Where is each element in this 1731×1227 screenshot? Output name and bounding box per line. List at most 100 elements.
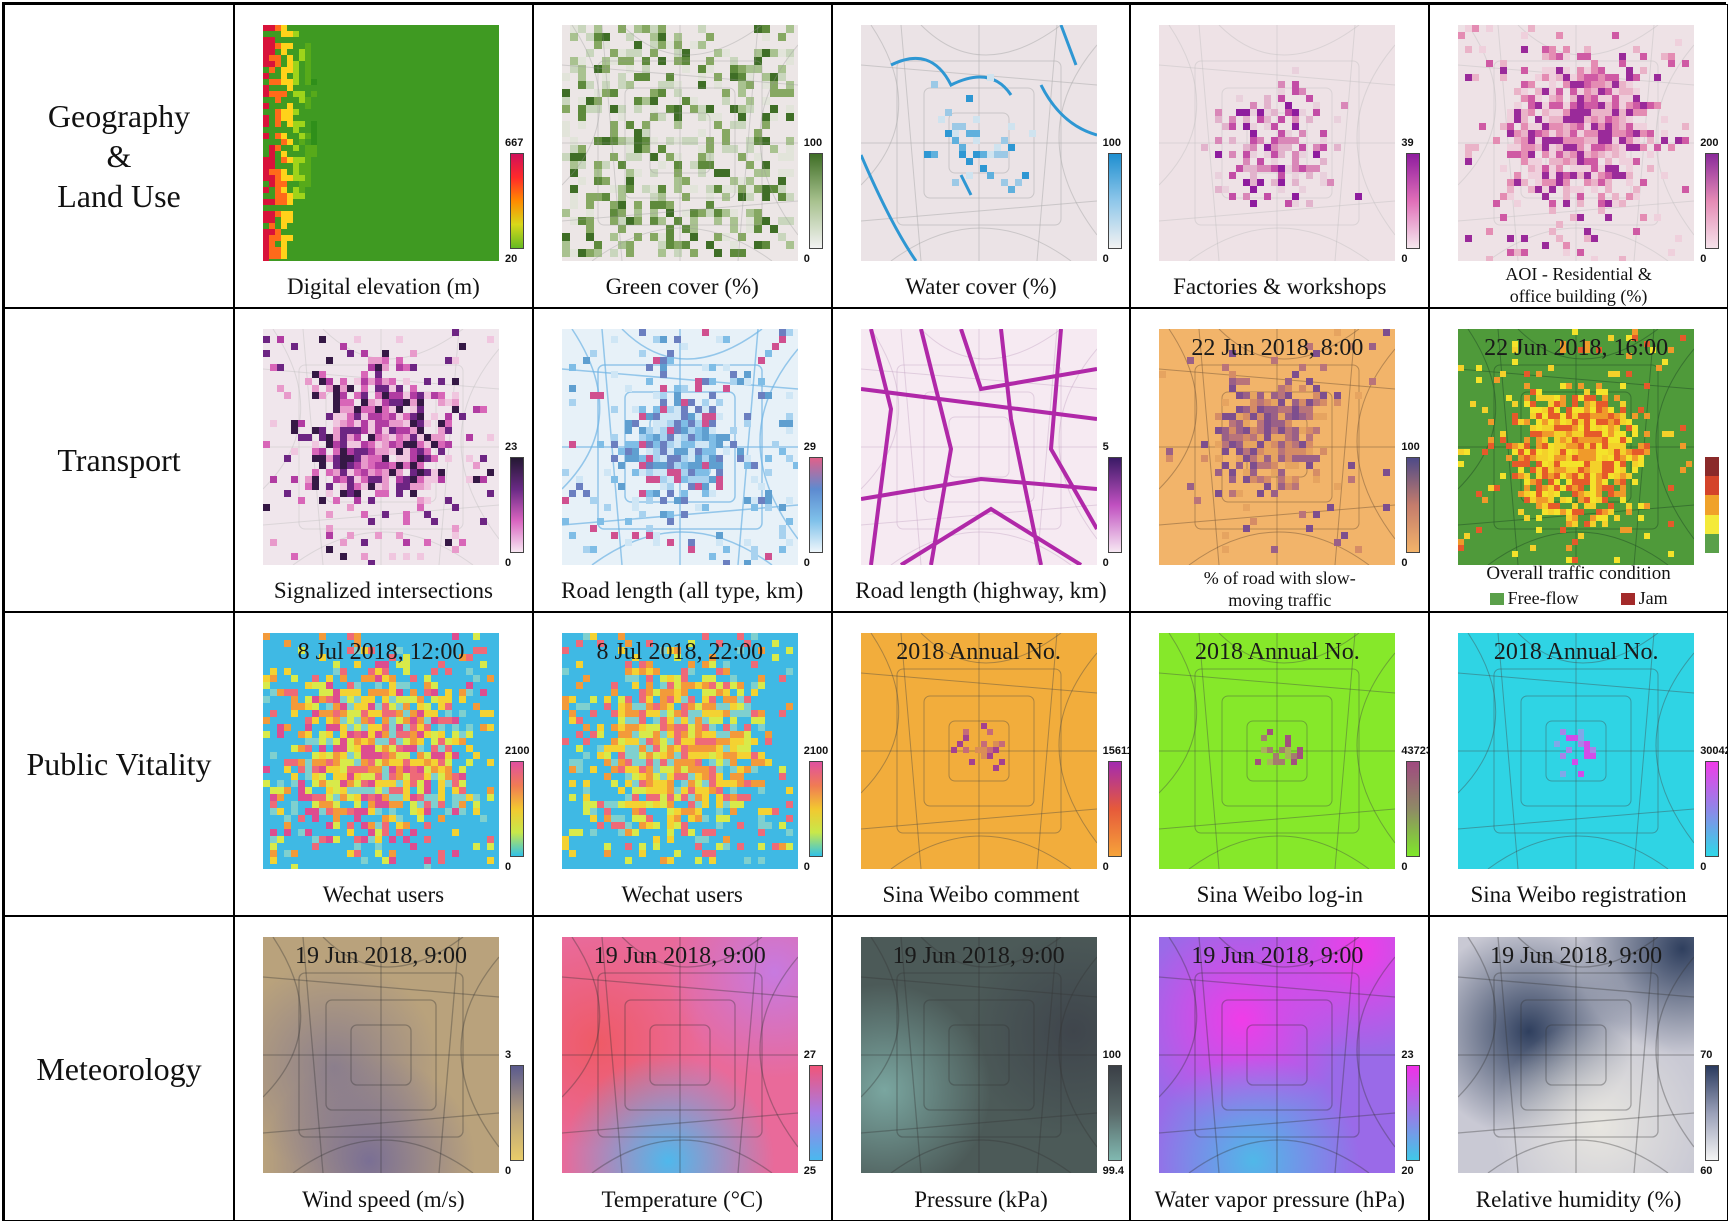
map-raster (1458, 25, 1695, 261)
panel-2-0: 8 Jul 2018, 12:00 2100 0 Wechat users (234, 612, 533, 916)
road-network (1159, 633, 1396, 869)
free-flow-label: Free-flow (1507, 588, 1579, 608)
colorbar (510, 153, 524, 249)
row-label-0: Geography & Land Use (4, 4, 234, 308)
panel-caption: Sina Weibo log-in (1196, 882, 1363, 907)
panel-caption: % of road with slow- moving traffic (1203, 568, 1356, 610)
colorbar-min-label: 0 (1401, 253, 1408, 265)
panel-caption: Relative humidity (%) (1475, 1187, 1682, 1212)
colorbar (1705, 153, 1720, 249)
panel-caption: Overall traffic condition (1486, 563, 1671, 584)
panel-caption: Water vapor pressure (hPa) (1154, 1187, 1405, 1212)
grid-cells (263, 633, 494, 869)
colorbar (808, 761, 823, 857)
panel-caption: Signalized intersections (273, 578, 493, 603)
map-image (1159, 25, 1396, 261)
colorbar (1406, 1065, 1421, 1161)
panel-caption: Sina Weibo comment (882, 882, 1080, 907)
colorbar-min-label: 0 (803, 557, 810, 569)
map-image: 19 Jun 2018, 9:00 (1159, 937, 1396, 1173)
colorbar (1406, 761, 1421, 857)
map-image: 19 Jun 2018, 9:00 (561, 937, 798, 1173)
panel-caption: Wechat users (621, 882, 743, 907)
grid-cells (298, 350, 459, 518)
colorbar-max-label: 5 (1102, 441, 1109, 453)
colorbar-max-label: 29 (803, 441, 817, 453)
colorbar (1107, 153, 1122, 249)
colorbar-min-label: 0 (803, 861, 810, 873)
road-network (860, 25, 1097, 261)
grid-cells (1255, 729, 1304, 765)
colorbar (1705, 761, 1720, 857)
colorbar-max-label: 200 (1700, 137, 1719, 149)
map-raster (1159, 329, 1396, 565)
panel-1-4: 22 Jun 2018, 16:00 Overall traffic condit… (1429, 308, 1728, 612)
colorbar-min-label: 0 (1700, 253, 1707, 265)
map-image: 19 Jun 2018, 9:00 (860, 937, 1097, 1173)
map-raster (1458, 633, 1695, 869)
colorbar-min-label: 20 (1401, 1165, 1414, 1177)
panel-2-1: 8 Jul 2018, 22:00 2100 0 Wechat users (532, 612, 832, 916)
timestamp-label: 22 Jun 2018, 16:00 (1484, 335, 1669, 361)
timestamp-label: 2018 Annual No. (896, 639, 1061, 665)
grid-cells (561, 329, 798, 565)
grid-cells (1500, 371, 1651, 533)
colorbar-max-label: 70 (1700, 1049, 1713, 1061)
panel-caption: Sina Weibo registration (1470, 882, 1687, 907)
timestamp-label: 19 Jun 2018, 9:00 (1191, 943, 1364, 969)
grid-cells (561, 25, 794, 257)
map-image: 19 Jun 2018, 9:00 (1458, 937, 1695, 1173)
map-raster (263, 329, 499, 565)
colorbar-max-label: 23 (505, 441, 518, 453)
colorbar-max-label: 27 (803, 1049, 817, 1061)
map-image: 8 Jul 2018, 12:00 (263, 633, 499, 869)
colorbar (510, 761, 524, 857)
grid-cells (1201, 371, 1328, 497)
colorbar (1406, 457, 1421, 553)
map-image (1458, 25, 1695, 261)
panel-caption: Factories & workshops (1173, 274, 1387, 299)
grid-cells (1554, 729, 1597, 777)
map-raster (860, 25, 1097, 261)
panel-caption: Temperature (°C) (601, 1187, 763, 1212)
colorbar-max-label: 100 (1102, 1049, 1121, 1061)
map-image: 2018 Annual No. (860, 633, 1097, 869)
timestamp-label: 19 Jun 2018, 9:00 (294, 943, 467, 969)
row-label-3: Meteorology (4, 916, 234, 1221)
colorbar-min-label: 0 (1102, 253, 1109, 265)
panel-caption: Pressure (kPa) (914, 1187, 1048, 1212)
grid-cells (263, 329, 494, 565)
map-raster (860, 633, 1097, 869)
colorbar (510, 1065, 524, 1161)
panel-caption: Road length (all type, km) (561, 578, 804, 603)
colorbar (808, 457, 823, 553)
map-image (860, 329, 1097, 565)
colorbar-min-label: 20 (505, 253, 518, 265)
panel-1-1: 29 0 Road length (all type, km) (532, 308, 832, 612)
jam-label: Jam (1638, 588, 1668, 608)
map-raster (860, 329, 1097, 565)
panel-caption: Wechat users (322, 882, 445, 907)
colorbar-max-label: 39 (1401, 137, 1414, 149)
colorbar-min-label: 0 (803, 253, 810, 265)
map-image (263, 329, 499, 565)
colorbar-max-label: 2100 (505, 745, 530, 757)
colorbar-min-label: 0 (505, 557, 512, 569)
colorbar-min-label: 25 (803, 1165, 817, 1177)
panel-caption: Road length (highway, km) (855, 578, 1107, 603)
grid-cells (1458, 329, 1693, 563)
timestamp-label: 19 Jun 2018, 9:00 (593, 943, 766, 969)
grid-cells (1201, 67, 1363, 207)
panel-0-3: 39 0 Factories & workshops (1130, 4, 1430, 308)
highways (860, 329, 1097, 565)
colorbar (808, 153, 823, 249)
grid-cells (561, 633, 793, 864)
map-raster (561, 25, 798, 261)
map-image (263, 25, 499, 261)
traffic-level-0 (1705, 457, 1720, 477)
map-image: 2018 Annual No. (1159, 633, 1396, 869)
colorbar-min-label: 0 (1401, 861, 1408, 873)
map-raster (561, 633, 798, 869)
road-network (1458, 633, 1695, 869)
grid-cells (1458, 25, 1690, 261)
